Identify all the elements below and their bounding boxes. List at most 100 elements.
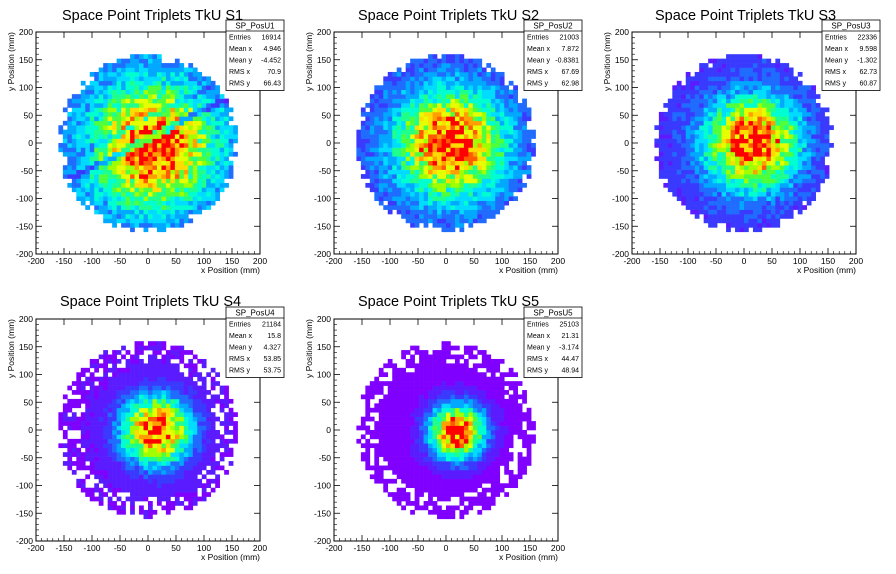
heatmap-cell bbox=[112, 363, 117, 369]
heatmap-cell bbox=[757, 147, 763, 153]
heatmap-cell bbox=[156, 341, 162, 346]
heatmap-cell bbox=[486, 209, 492, 215]
heatmap-cell bbox=[197, 103, 203, 108]
heatmap-cell bbox=[67, 421, 73, 426]
heatmap-cell bbox=[811, 169, 816, 175]
heatmap-cell bbox=[89, 390, 95, 395]
heatmap-cell bbox=[139, 452, 144, 457]
heatmap-cell bbox=[405, 156, 411, 162]
heatmap-cell bbox=[486, 174, 492, 179]
heatmap-cell bbox=[161, 187, 167, 193]
heatmap-cell bbox=[148, 111, 153, 117]
heatmap-cell bbox=[685, 156, 691, 162]
heatmap-cell bbox=[103, 200, 108, 206]
heatmap-cell bbox=[85, 376, 91, 382]
heatmap-cell bbox=[103, 372, 108, 378]
heatmap-cell bbox=[183, 381, 189, 386]
heatmap-cells bbox=[356, 54, 536, 233]
heatmap-cell bbox=[67, 407, 73, 413]
heatmap-cell bbox=[134, 354, 140, 360]
heatmap-cell bbox=[681, 120, 687, 126]
heatmap-cell bbox=[94, 358, 100, 364]
stats-row-value: 60.87 bbox=[859, 81, 877, 88]
heatmap-cell bbox=[62, 403, 68, 409]
histogram-panel-4: Space Point Triplets TkU S4-200 -150 -100-… bbox=[6, 294, 285, 562]
heatmap-cell bbox=[672, 125, 678, 130]
heatmap-cell bbox=[152, 209, 158, 215]
heatmap-cell bbox=[721, 209, 727, 215]
heatmap-cell bbox=[116, 496, 122, 502]
heatmap-cell bbox=[134, 138, 140, 144]
heatmap-cell bbox=[188, 474, 194, 480]
heatmap-cell bbox=[360, 143, 366, 148]
heatmap-cell bbox=[98, 85, 104, 91]
heatmap-cell bbox=[103, 456, 108, 462]
heatmap-cell bbox=[811, 98, 816, 104]
heatmap-cell bbox=[712, 98, 718, 104]
heatmap-cell bbox=[739, 174, 745, 179]
heatmap-cell bbox=[504, 182, 510, 188]
heatmap-cell bbox=[392, 134, 398, 139]
heatmap-cell bbox=[490, 205, 496, 210]
heatmap-cell bbox=[387, 209, 393, 215]
heatmap-cell bbox=[685, 169, 691, 175]
heatmap-cell bbox=[437, 80, 442, 86]
heatmap-cell bbox=[419, 89, 424, 95]
heatmap-cell bbox=[76, 416, 82, 422]
heatmap-cell bbox=[116, 134, 122, 139]
heatmap-cell bbox=[797, 80, 803, 86]
heatmap-cell bbox=[779, 134, 785, 139]
heatmap-cell bbox=[761, 200, 767, 206]
heatmap-cell bbox=[67, 461, 73, 466]
heatmap-cell bbox=[410, 107, 415, 113]
heatmap-cell bbox=[139, 103, 144, 108]
heatmap-cell bbox=[143, 390, 149, 395]
heatmap-cell bbox=[224, 120, 229, 126]
heatmap-cell bbox=[188, 80, 194, 86]
heatmap-cell bbox=[121, 222, 126, 228]
heatmap-cell bbox=[410, 182, 415, 188]
heatmap-cell bbox=[107, 182, 113, 188]
heatmap-cell bbox=[179, 174, 185, 179]
heatmap-cell bbox=[112, 487, 117, 493]
heatmap-cell bbox=[757, 174, 763, 179]
heatmap-cell bbox=[201, 103, 207, 108]
heatmap-cell bbox=[802, 107, 808, 113]
heatmap-cell bbox=[522, 147, 527, 153]
heatmap-cell bbox=[112, 474, 117, 480]
heatmap-cell bbox=[174, 103, 180, 108]
heatmap-cell bbox=[387, 71, 393, 77]
heatmap-cell bbox=[522, 134, 527, 139]
heatmap-cell bbox=[784, 103, 790, 108]
heatmap-cell bbox=[761, 120, 767, 126]
heatmap-cell bbox=[481, 200, 487, 206]
heatmap-cell bbox=[94, 367, 100, 373]
heatmap-cell bbox=[174, 407, 180, 413]
heatmap-cell bbox=[499, 156, 505, 162]
heatmap-cell bbox=[703, 182, 709, 188]
heatmap-cell bbox=[179, 501, 185, 506]
y-tick-label: -150 bbox=[314, 221, 331, 231]
heatmap-cell bbox=[374, 107, 380, 113]
heatmap-cell bbox=[116, 430, 122, 435]
heatmap-cell bbox=[459, 147, 465, 153]
heatmap-cell bbox=[481, 196, 487, 202]
heatmap-cell bbox=[188, 350, 194, 355]
heatmap-cell bbox=[481, 143, 487, 148]
heatmap-cell bbox=[712, 107, 718, 113]
heatmap-cell bbox=[134, 63, 140, 68]
heatmap-cell bbox=[94, 452, 100, 457]
heatmap-cell bbox=[188, 111, 194, 117]
heatmap-cell bbox=[744, 214, 749, 219]
heatmap-cell bbox=[134, 174, 140, 179]
heatmap-cell bbox=[797, 174, 803, 179]
heatmap-cell bbox=[134, 134, 140, 139]
heatmap-cell bbox=[463, 94, 469, 99]
heatmap-cell bbox=[152, 443, 158, 449]
heatmap-cell bbox=[188, 205, 194, 210]
heatmap-cell bbox=[681, 103, 687, 108]
heatmap-cell bbox=[98, 89, 104, 95]
heatmap-cell bbox=[766, 160, 772, 166]
heatmap-cell bbox=[112, 354, 117, 360]
